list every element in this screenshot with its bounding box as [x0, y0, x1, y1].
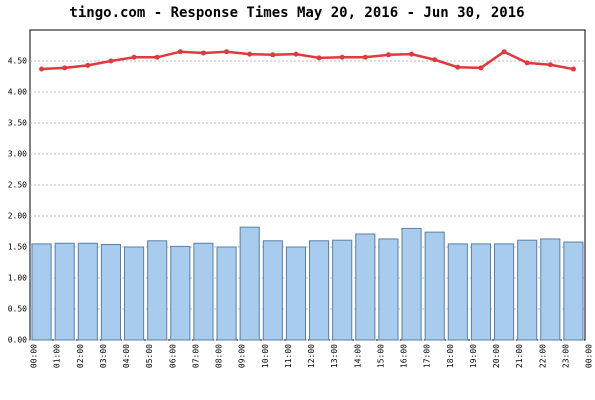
line-point	[85, 62, 91, 68]
line-point	[524, 60, 530, 66]
line-point	[455, 64, 461, 70]
bar	[124, 246, 145, 341]
line-point	[547, 62, 553, 68]
x-tick-label: 03:00	[99, 344, 108, 368]
bar	[262, 240, 283, 341]
line-point	[293, 51, 299, 57]
line-point	[224, 49, 230, 55]
x-tick-label: 14:00	[353, 344, 362, 368]
line-point	[432, 57, 438, 63]
bar	[563, 241, 584, 341]
line-point	[270, 52, 276, 58]
bar	[54, 242, 75, 341]
x-tick-label: 07:00	[191, 344, 200, 368]
line-point	[385, 52, 391, 58]
x-tick-label: 21:00	[515, 344, 524, 368]
bar	[77, 242, 98, 341]
y-tick-label: 2.50	[8, 181, 27, 190]
bar	[100, 244, 121, 341]
line-point	[247, 51, 253, 57]
y-tick-label: 0.50	[8, 305, 27, 314]
bar	[540, 238, 561, 341]
bar	[424, 231, 445, 341]
x-tick-label: 01:00	[53, 344, 62, 368]
bar	[355, 233, 376, 341]
line-point	[62, 65, 68, 71]
x-tick-label: 08:00	[215, 344, 224, 368]
chart-title: tingo.com - Response Times May 20, 2016 …	[69, 5, 524, 21]
bar	[193, 242, 214, 341]
line-point	[177, 49, 183, 55]
bar	[470, 243, 491, 341]
x-tick-label: 10:00	[261, 344, 270, 368]
x-tick-label: 02:00	[76, 344, 85, 368]
bar	[494, 243, 515, 341]
bar	[147, 240, 168, 341]
bar	[170, 245, 191, 341]
x-tick-label: 23:00	[561, 344, 570, 368]
line-point	[339, 54, 345, 60]
bar	[401, 227, 422, 341]
y-tick-label: 0.00	[8, 336, 27, 345]
x-tick-label: 19:00	[469, 344, 478, 368]
x-tick-label: 20:00	[492, 344, 501, 368]
x-tick-label: 17:00	[423, 344, 432, 368]
line-point	[501, 49, 507, 55]
line-point	[478, 65, 484, 71]
bar	[309, 240, 330, 341]
x-tick-label: 11:00	[284, 344, 293, 368]
bar	[378, 238, 399, 341]
x-tick-label: 12:00	[307, 344, 316, 368]
line-point	[131, 54, 137, 60]
x-tick-label: 00:00	[585, 344, 594, 368]
x-tick-label: 05:00	[145, 344, 154, 368]
x-tick-label: 18:00	[446, 344, 455, 368]
line-point	[39, 66, 45, 72]
x-tick-label: 16:00	[400, 344, 409, 368]
bar	[216, 246, 237, 341]
y-tick-label: 1.00	[8, 274, 27, 283]
y-tick-label: 1.50	[8, 243, 27, 252]
x-tick-label: 04:00	[122, 344, 131, 368]
bar	[285, 246, 306, 341]
y-tick-label: 3.50	[8, 119, 27, 128]
line-point	[154, 54, 160, 60]
bar	[517, 239, 538, 341]
y-tick-label: 3.00	[8, 150, 27, 159]
line-point	[108, 58, 114, 64]
bar	[447, 243, 468, 341]
y-tick-label: 4.00	[8, 88, 27, 97]
line-point	[200, 50, 206, 56]
x-tick-label: 22:00	[538, 344, 547, 368]
x-tick-label: 09:00	[238, 344, 247, 368]
line-point	[362, 54, 368, 60]
x-tick-label: 00:00	[30, 344, 39, 368]
line-point	[570, 66, 576, 72]
line-point	[316, 55, 322, 61]
line	[41, 50, 574, 71]
bar	[31, 243, 52, 341]
y-tick-label: 4.50	[8, 57, 27, 66]
bar	[239, 226, 260, 341]
x-tick-label: 13:00	[330, 344, 339, 368]
x-tick-label: 15:00	[376, 344, 385, 368]
y-tick-label: 2.00	[8, 212, 27, 221]
bar	[332, 239, 353, 341]
x-tick-label: 06:00	[168, 344, 177, 368]
line-point	[409, 51, 415, 57]
